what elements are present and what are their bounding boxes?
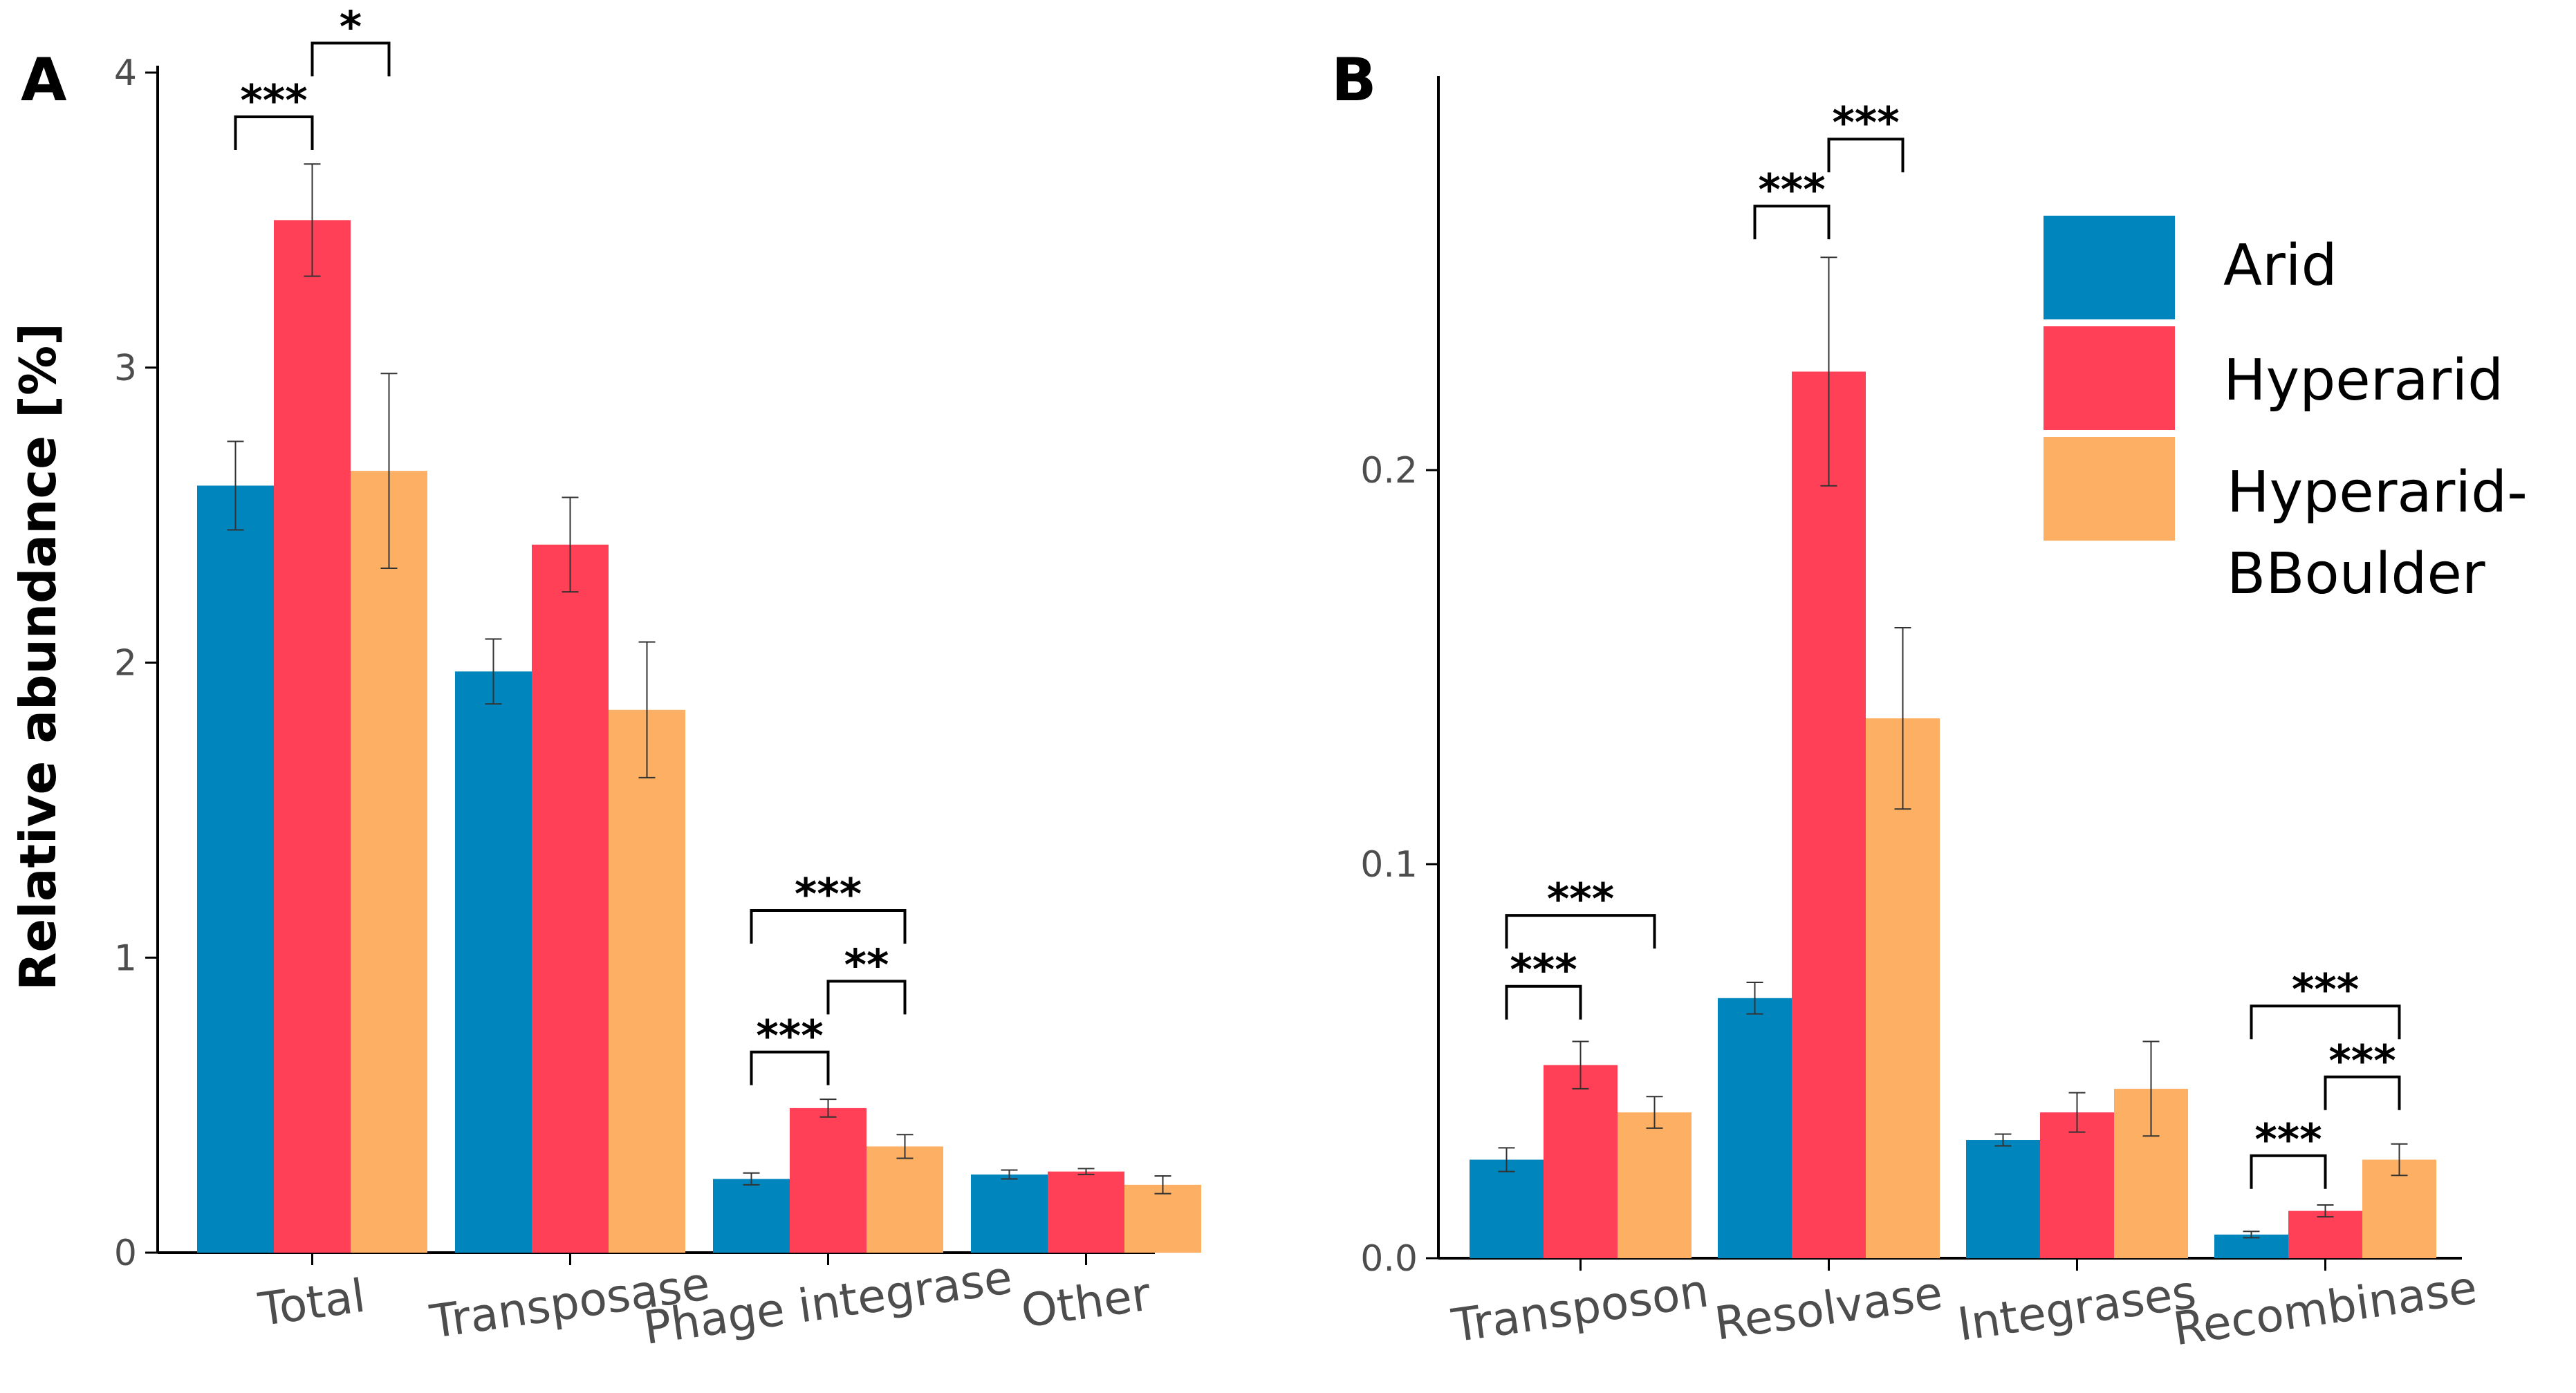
bar-arid-resolvase: [1718, 998, 1792, 1258]
legend-label-hyperarid-bboulder-line1: Hyperarid-: [2227, 460, 2528, 525]
significance-label: *: [340, 1, 362, 52]
bar-arid-total: [197, 485, 274, 1253]
legend: Arid Hyperarid Hyperarid- BBoulder: [2044, 216, 2528, 607]
bar-hyperarid-integrases: [2040, 1112, 2114, 1258]
significance-bracket: [750, 908, 907, 944]
bar-hyperarid-bboulder-transposon: [1618, 1112, 1692, 1258]
bar-hyperarid-bboulder-transposase: [609, 709, 685, 1253]
bar-hyperarid-other: [1048, 1171, 1124, 1253]
significance-bracket: [234, 115, 314, 151]
bar-hyperarid-bboulder-phage-integrase: [867, 1146, 943, 1253]
significance-bracket: [826, 980, 907, 1015]
x-category-label: Recombinase: [2170, 1261, 2480, 1356]
significance-label: ***: [1832, 97, 1899, 148]
significance-bracket: [750, 1050, 830, 1085]
significance-label: ***: [2254, 1114, 2322, 1165]
x-category-label: Transposon: [1448, 1264, 1712, 1352]
legend-swatch-hyperarid: [2044, 326, 2175, 430]
significance-label: ***: [1547, 874, 1614, 924]
significance-bracket: [1505, 984, 1582, 1020]
y-tick-label: 4: [114, 53, 137, 94]
significance-label: ***: [756, 1011, 823, 1061]
significance-bracket: [311, 41, 391, 77]
significance-label: ***: [1510, 945, 1577, 995]
bar-hyperarid-bboulder-total: [351, 471, 427, 1253]
significance-label: ***: [795, 869, 862, 919]
x-category-label: Total: [254, 1269, 368, 1337]
significance-bracket: [2250, 1154, 2327, 1189]
legend-label-arid: Arid: [2223, 233, 2337, 299]
y-tick-label: 3: [114, 348, 137, 389]
y-tick-label: 1: [114, 937, 137, 979]
y-tick-label: 0.0: [1360, 1238, 1418, 1280]
significance-label: ***: [240, 75, 307, 126]
bar-arid-transposon: [1470, 1159, 1544, 1258]
significance-bracket: [2250, 1004, 2401, 1040]
bar-hyperarid-recombinase: [2288, 1210, 2362, 1258]
significance-label: ***: [1758, 165, 1825, 215]
bar-arid-other: [971, 1174, 1048, 1253]
significance-bracket: [2324, 1075, 2401, 1110]
legend-swatch-arid: [2044, 216, 2175, 319]
y-tick-label: 0.1: [1360, 844, 1418, 886]
panel-a-y-axis-label: Relative abundance [%]: [9, 323, 67, 991]
bar-hyperarid-resolvase: [1792, 371, 1866, 1258]
significance-label: ***: [2292, 964, 2359, 1015]
x-category-label: Resolvase: [1712, 1266, 1946, 1350]
bar-arid-phage-integrase: [713, 1179, 790, 1253]
y-tick-label: 2: [114, 643, 137, 684]
y-tick-label: 0.2: [1360, 450, 1418, 492]
legend-label-hyperarid-bboulder-line2: BBoulder: [2227, 541, 2485, 607]
bar-hyperarid-transposase: [532, 544, 609, 1253]
bar-hyperarid-transposon: [1544, 1065, 1618, 1258]
significance-bracket: [1827, 138, 1905, 173]
significance-bracket: [1505, 914, 1656, 949]
bar-arid-transposase: [455, 671, 532, 1253]
legend-swatch-hyperarid-bboulder: [2044, 437, 2175, 541]
significance-label: ***: [2328, 1036, 2396, 1086]
significance-label: **: [844, 939, 889, 990]
bar-arid-recombinase: [2214, 1234, 2288, 1258]
y-tick-label: 0: [114, 1233, 137, 1274]
bar-hyperarid-total: [274, 220, 351, 1253]
legend-label-hyperarid: Hyperarid: [2223, 348, 2503, 413]
bar-hyperarid-bboulder-other: [1124, 1184, 1201, 1253]
bar-arid-integrases: [1966, 1140, 2040, 1258]
x-category-label: Integrases: [1954, 1265, 2199, 1351]
panel-b-label: B: [1331, 46, 1377, 115]
panel-a-label: A: [21, 46, 67, 115]
bar-hyperarid-phage-integrase: [790, 1107, 867, 1253]
x-category-label: Other: [1018, 1267, 1154, 1338]
significance-bracket: [1753, 205, 1831, 240]
